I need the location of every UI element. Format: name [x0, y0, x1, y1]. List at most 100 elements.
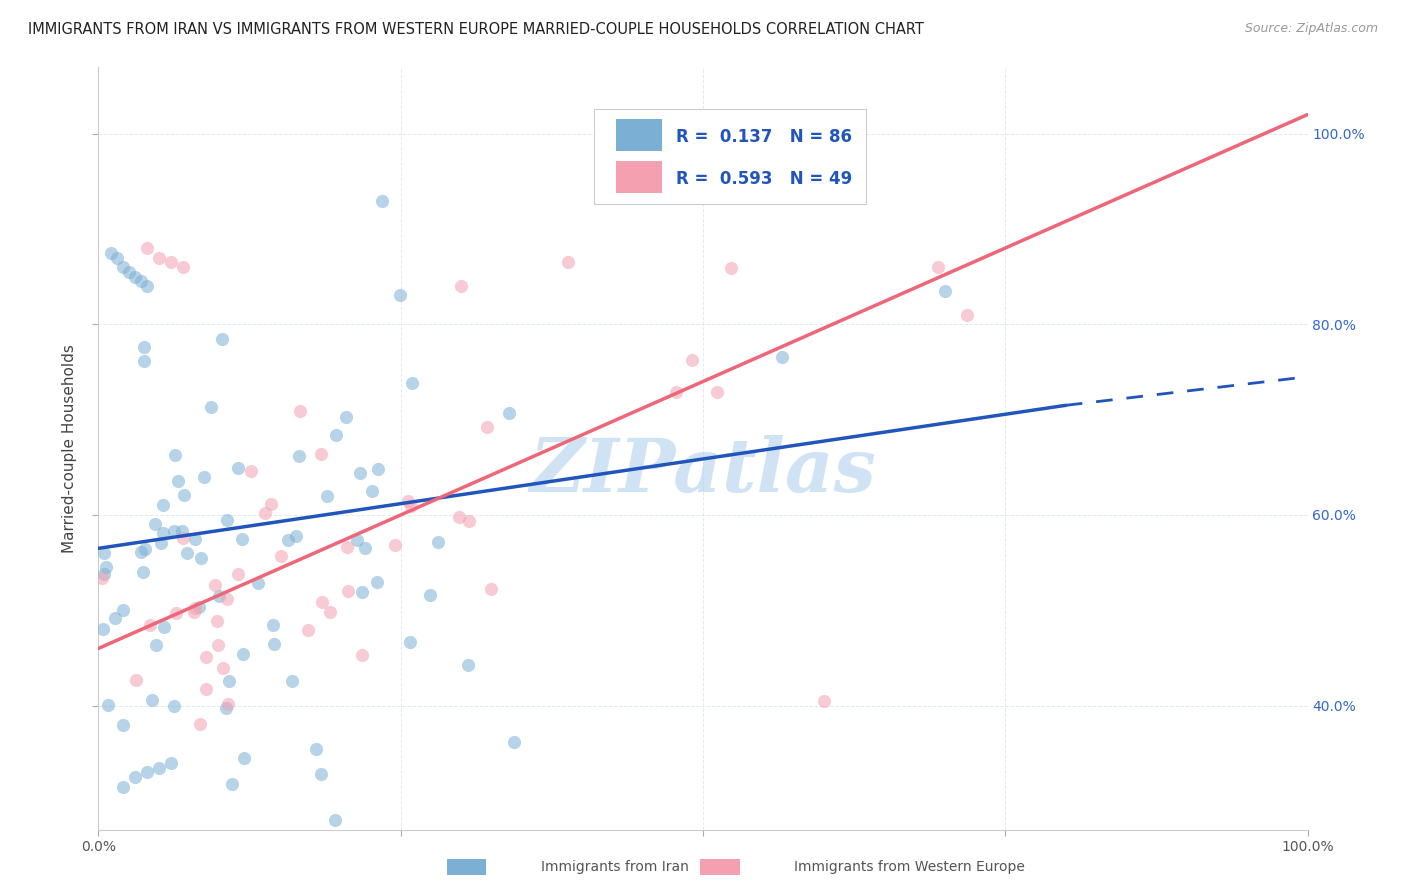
Point — [134, 541, 156, 556]
Point — [366, 575, 388, 590]
Point — [316, 489, 339, 503]
Point — [176, 546, 198, 560]
Point — [125, 673, 148, 687]
Point — [934, 284, 956, 298]
Point — [93, 567, 115, 582]
Text: Source: ZipAtlas.com: Source: ZipAtlas.com — [1244, 22, 1378, 36]
Point — [221, 777, 243, 791]
Point — [349, 466, 371, 480]
Point — [706, 384, 728, 399]
Point — [311, 595, 333, 609]
Point — [172, 260, 194, 274]
Point — [288, 449, 311, 463]
Point — [361, 483, 384, 498]
Point — [305, 741, 328, 756]
Point — [270, 549, 292, 564]
Point — [309, 767, 332, 781]
Point — [135, 241, 157, 255]
Point — [195, 650, 218, 665]
Point — [129, 545, 152, 559]
Point — [94, 559, 117, 574]
Point — [129, 274, 152, 288]
Text: R =  0.593   N = 49: R = 0.593 N = 49 — [676, 170, 852, 188]
Point — [336, 584, 359, 599]
Point — [399, 635, 422, 649]
Point — [218, 673, 240, 688]
Point — [134, 341, 156, 355]
Point — [112, 718, 135, 732]
Point — [479, 582, 502, 596]
Point — [160, 756, 183, 770]
Point — [167, 475, 190, 489]
Point — [207, 639, 229, 653]
Point — [165, 606, 187, 620]
Point — [163, 524, 186, 538]
Point — [211, 332, 233, 346]
Point — [165, 448, 187, 462]
Point — [388, 288, 411, 302]
Point — [160, 255, 183, 269]
Point — [93, 546, 115, 560]
Point — [212, 661, 235, 675]
Point — [217, 591, 239, 606]
Text: Immigrants from Western Europe: Immigrants from Western Europe — [794, 860, 1025, 874]
Point — [188, 716, 211, 731]
Point — [172, 531, 194, 545]
FancyBboxPatch shape — [595, 109, 866, 204]
Point — [371, 194, 394, 209]
FancyBboxPatch shape — [616, 161, 662, 194]
Point — [367, 462, 389, 476]
Point — [100, 245, 122, 260]
Point — [336, 540, 359, 554]
Point — [135, 765, 157, 780]
Point — [720, 261, 742, 276]
Point — [813, 694, 835, 708]
Point — [232, 648, 254, 662]
Point — [335, 410, 357, 425]
Text: R =  0.137   N = 86: R = 0.137 N = 86 — [676, 128, 852, 146]
Point — [105, 251, 128, 265]
Point — [281, 673, 304, 688]
Point — [284, 529, 307, 543]
Point — [148, 761, 170, 775]
Point — [956, 308, 979, 322]
Point — [217, 697, 239, 711]
Point — [104, 611, 127, 625]
Point — [228, 567, 250, 582]
Point — [91, 622, 114, 636]
Point — [134, 354, 156, 368]
Point — [384, 538, 406, 552]
Point — [193, 469, 215, 483]
Point — [187, 600, 209, 615]
Point — [262, 617, 284, 632]
Point — [231, 532, 253, 546]
Point — [141, 693, 163, 707]
Point — [263, 637, 285, 651]
Point — [557, 255, 579, 269]
Point — [183, 605, 205, 619]
Point — [232, 751, 254, 765]
Point — [297, 623, 319, 637]
Point — [111, 260, 134, 274]
Point — [503, 735, 526, 749]
Point — [927, 260, 949, 275]
Point — [447, 509, 470, 524]
Point — [665, 385, 688, 400]
Point — [346, 533, 368, 547]
Point — [152, 499, 174, 513]
Point — [498, 406, 520, 420]
Point — [152, 525, 174, 540]
Point — [97, 698, 120, 712]
Point — [131, 565, 153, 579]
Point — [217, 513, 239, 527]
Point — [153, 620, 176, 634]
Point — [145, 639, 167, 653]
Point — [396, 493, 419, 508]
Point — [208, 589, 231, 603]
Point — [277, 533, 299, 547]
Point — [240, 464, 263, 478]
Point — [205, 614, 228, 628]
FancyBboxPatch shape — [616, 120, 662, 152]
Point — [139, 617, 162, 632]
Point — [475, 419, 498, 434]
